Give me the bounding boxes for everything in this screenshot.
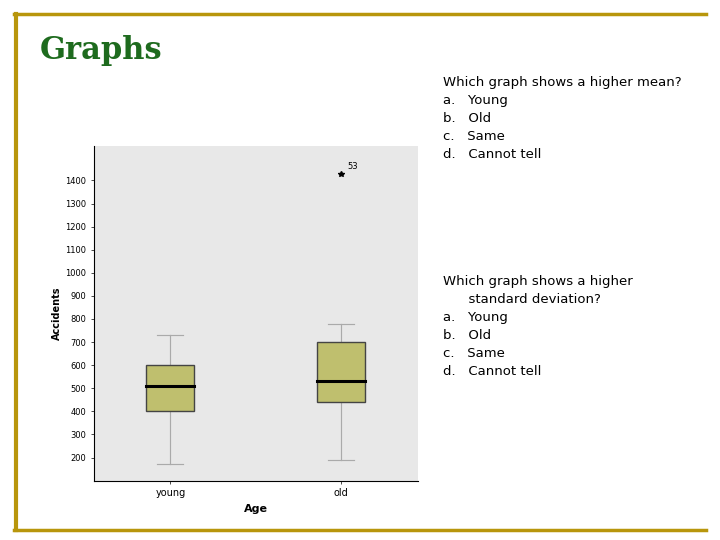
- Text: Which graph shows a higher
      standard deviation?
a.   Young
b.   Old
c.   Sa: Which graph shows a higher standard devi…: [443, 275, 633, 379]
- Text: Which graph shows a higher mean?
a.   Young
b.   Old
c.   Same
d.   Cannot tell: Which graph shows a higher mean? a. Youn…: [443, 76, 681, 160]
- Bar: [146, 365, 194, 411]
- Text: 53: 53: [348, 162, 359, 171]
- Bar: [317, 342, 365, 402]
- X-axis label: Age: Age: [243, 504, 268, 514]
- Text: Graphs: Graphs: [40, 35, 162, 66]
- Y-axis label: Accidents: Accidents: [52, 286, 62, 340]
